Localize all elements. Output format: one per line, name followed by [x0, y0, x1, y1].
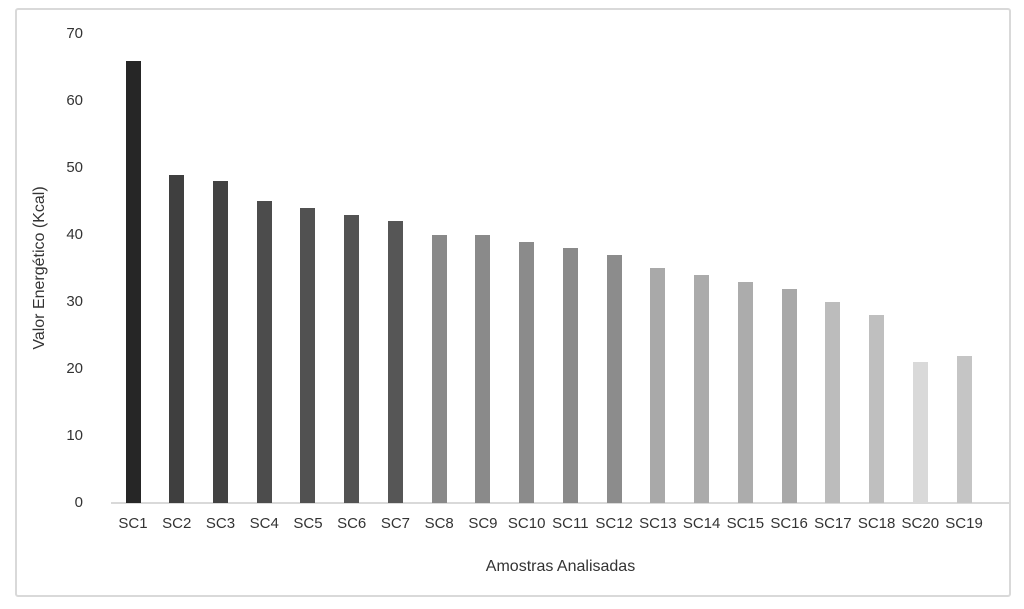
- x-axis-category-label: SC7: [380, 515, 411, 532]
- bar-SC4: [256, 201, 272, 503]
- x-axis-category-label: SC20: [901, 515, 940, 532]
- bar-SC10: [519, 241, 535, 503]
- x-axis-line: [111, 502, 1011, 504]
- x-axis-category-label: SC1: [118, 515, 148, 532]
- y-axis-tick-label: 50: [66, 158, 83, 176]
- y-axis-tick-label: 10: [66, 426, 83, 444]
- x-axis-category-label: SC19: [945, 515, 983, 532]
- x-axis-category-label: SC12: [595, 515, 633, 532]
- x-axis-title: Amostras Analisadas: [485, 558, 636, 575]
- x-axis-category-label: SC14: [682, 515, 721, 532]
- y-axis-title: Valor Energético (Kcal): [31, 186, 48, 350]
- x-axis-category-label: SC6: [337, 515, 367, 532]
- y-axis-tick-label: 40: [66, 225, 83, 243]
- bar-SC20: [912, 362, 928, 503]
- x-axis-category-label: SC10: [507, 515, 546, 532]
- x-axis-category-label: SC4: [249, 515, 279, 532]
- y-axis-tick-label: 30: [66, 292, 83, 310]
- bar-SC1: [125, 60, 141, 503]
- bar-SC17: [825, 301, 841, 503]
- x-axis-category-label: SC17: [814, 515, 852, 532]
- bar-SC6: [344, 214, 360, 503]
- bar-SC15: [737, 281, 753, 503]
- bar-SC5: [300, 208, 316, 503]
- bar-SC7: [387, 221, 403, 503]
- bar-SC14: [694, 275, 710, 503]
- x-axis-category-label: SC15: [726, 515, 765, 532]
- y-axis-tick-label: 0: [74, 494, 83, 511]
- bar-SC11: [562, 248, 578, 503]
- y-axis-tick-label: 70: [66, 24, 83, 42]
- x-axis-category-label: SC5: [293, 515, 323, 532]
- x-axis-category-label: SC11: [552, 515, 589, 532]
- bar-SC19: [956, 355, 972, 503]
- y-axis-tick-label: 20: [66, 359, 83, 377]
- x-axis-category-label: SC16: [770, 515, 808, 532]
- x-axis-category-label: SC9: [468, 515, 498, 532]
- bar-SC12: [606, 254, 622, 503]
- x-axis-category-label: SC2: [162, 515, 192, 532]
- chart-border-frame: [15, 8, 1011, 597]
- bar-SC8: [431, 234, 447, 503]
- x-axis-category-label: SC13: [639, 515, 677, 532]
- bar-SC2: [169, 174, 185, 503]
- x-axis-category-label: SC8: [424, 515, 454, 532]
- x-axis-category-label: SC18: [857, 515, 896, 532]
- y-axis-tick-label: 60: [66, 91, 83, 109]
- bar-SC9: [475, 234, 491, 503]
- bar-SC13: [650, 268, 666, 503]
- bar-SC18: [869, 315, 885, 503]
- x-axis-category-label: SC3: [205, 515, 236, 532]
- bar-SC16: [781, 288, 797, 503]
- bar-SC3: [212, 181, 228, 503]
